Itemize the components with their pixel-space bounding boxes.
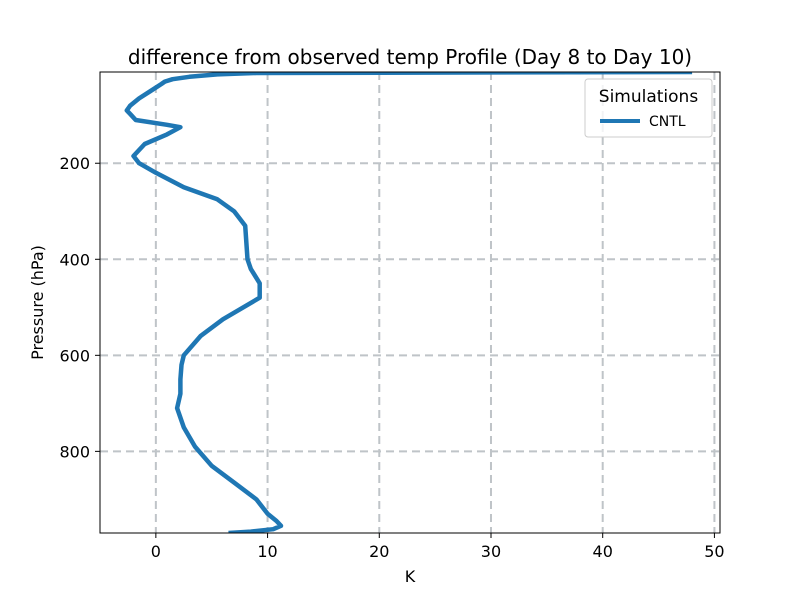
- x-tick-label: 40: [593, 542, 613, 561]
- x-tick-label: 30: [481, 542, 501, 561]
- legend-label-cntl: CNTL: [649, 114, 686, 130]
- x-tick-label: 0: [151, 542, 161, 561]
- grid: [100, 72, 720, 533]
- series-line-cntl: [124, 72, 693, 533]
- chart-title: difference from observed temp Profile (D…: [128, 45, 692, 69]
- ticks: 0 10 20 30 40 50 200 400 600 800: [59, 154, 724, 561]
- y-tick-label: 600: [59, 346, 90, 365]
- x-tick-label: 10: [257, 542, 277, 561]
- legend-title: Simulations: [599, 87, 699, 107]
- y-tick-label: 800: [59, 442, 90, 461]
- plot-area-frame: [99, 71, 721, 534]
- y-tick-label: 400: [59, 250, 90, 269]
- x-tick-label: 50: [704, 542, 724, 561]
- legend: Simulations CNTL: [584, 78, 713, 138]
- series-layer: [124, 72, 693, 533]
- y-axis-label: Pressure (hPa): [28, 245, 47, 360]
- y-tick-label: 200: [59, 154, 90, 173]
- x-tick-label: 20: [369, 542, 389, 561]
- x-axis-label: K: [405, 567, 416, 586]
